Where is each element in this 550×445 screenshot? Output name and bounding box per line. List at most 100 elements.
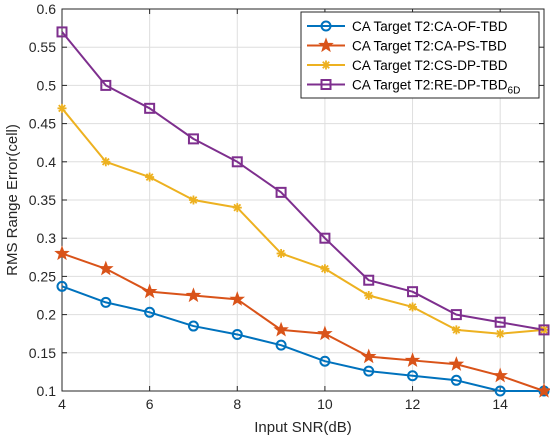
y-tick-label: 0.55: [29, 39, 56, 55]
data-point: [319, 232, 331, 244]
data-point: [229, 291, 246, 306]
y-tick-label: 0.2: [37, 307, 57, 323]
x-tick-label: 4: [58, 396, 66, 412]
data-point: [145, 172, 155, 182]
legend-label: CA Target T2:RE-DP-TBD6D: [352, 78, 520, 97]
data-point: [494, 385, 506, 397]
legend-marker: [320, 20, 332, 32]
data-point: [276, 248, 286, 258]
series-line: [61, 285, 544, 392]
data-point: [319, 355, 331, 367]
series-line: [61, 252, 545, 392]
legend-item: CA Target T2:CS-DP-TBD: [307, 58, 508, 73]
series-layer: [54, 26, 550, 398]
data-point: [494, 316, 506, 328]
x-tick-label: 14: [492, 396, 508, 412]
legend-item: CA Target T2:CA-OF-TBD: [307, 19, 508, 34]
data-point: [408, 302, 418, 312]
series-4: [56, 26, 550, 336]
data-point: [185, 287, 202, 303]
data-point: [100, 79, 112, 91]
data-point: [54, 245, 70, 261]
data-point: [407, 370, 419, 382]
series-3: [57, 103, 549, 339]
legend-label-text: CA Target T2:RE-DP-TBD: [352, 78, 508, 93]
data-point: [100, 296, 112, 308]
legend-label: CA Target T2:CA-OF-TBD: [352, 19, 508, 34]
data-point: [144, 306, 156, 318]
data-point: [364, 291, 374, 300]
asterisk-stroke: [101, 157, 110, 166]
data-point: [275, 186, 287, 198]
data-point: [360, 348, 377, 364]
x-axis-label: Input SNR(dB): [254, 419, 352, 436]
data-point: [492, 367, 508, 383]
data-point: [407, 286, 419, 298]
data-point: [536, 382, 550, 398]
legend-label: CA Target T2:CA-PS-TBD: [352, 39, 507, 54]
y-tick-label: 0.5: [37, 77, 57, 93]
data-point: [187, 133, 199, 145]
x-tick-label: 10: [317, 396, 333, 412]
x-tick-label: 6: [146, 396, 154, 412]
data-point: [101, 157, 111, 167]
series-line: [61, 31, 545, 331]
data-point: [448, 356, 465, 371]
data-point: [363, 274, 375, 286]
asterisk-stroke: [408, 303, 417, 311]
x-tick-label: 12: [405, 396, 421, 412]
data-point: [144, 102, 156, 114]
asterisk-stroke: [58, 104, 66, 113]
legend-label: CA Target T2:CS-DP-TBD: [352, 58, 508, 73]
legend-label-text: CA Target T2:CS-DP-TBD: [352, 58, 508, 73]
data-point: [320, 264, 330, 274]
asterisk-stroke: [189, 196, 198, 204]
y-axis-label: RMS Range Error(cell): [4, 124, 21, 276]
y-tick-label: 0.3: [37, 230, 57, 246]
legend-label-text: CA Target T2:CA-PS-TBD: [352, 39, 507, 54]
x-tick-label: 8: [233, 396, 241, 412]
legend-item: CA Target T2:RE-DP-TBD6D: [307, 78, 520, 97]
asterisk-stroke: [233, 203, 242, 212]
y-tick-label: 0.4: [37, 154, 57, 170]
data-point: [495, 329, 505, 339]
data-point: [56, 280, 68, 292]
axis-ticks: 4 6 8 10 12 14 0.1 0.15 0.2 0.25 0.3 0.35 0.4 0.45 0.5…: [29, 1, 544, 412]
data-point: [232, 203, 242, 213]
legend-label-text: CA Target T2:CA-OF-TBD: [352, 19, 508, 34]
data-point: [363, 365, 375, 377]
data-point: [231, 156, 243, 168]
data-point: [57, 103, 67, 113]
series-line: [61, 107, 545, 335]
legend-marker: [318, 37, 334, 53]
legend-item: CA Target T2:CA-PS-TBD: [307, 37, 507, 54]
data-point: [273, 321, 289, 337]
data-point: [450, 374, 462, 386]
data-point: [98, 260, 114, 276]
data-point: [187, 320, 199, 332]
legend: CA Target T2:CA-OF-TBD CA Target T2:CA-PS…: [300, 11, 540, 99]
data-point: [275, 339, 287, 351]
y-tick-label: 0.25: [29, 268, 56, 284]
data-point: [317, 325, 333, 341]
data-point: [404, 352, 421, 368]
legend-marker: [321, 60, 331, 70]
series-1: [56, 280, 550, 397]
asterisk-stroke: [452, 326, 461, 334]
asterisk-stroke: [321, 264, 329, 273]
asterisk-stroke: [277, 249, 285, 258]
legend-marker: [320, 79, 332, 90]
legend-label-subscript: 6D: [508, 86, 521, 97]
y-tick-label: 0.45: [29, 116, 56, 132]
asterisk-stroke: [496, 329, 505, 338]
data-point: [56, 26, 68, 38]
y-tick-label: 0.35: [29, 192, 56, 208]
data-point: [451, 325, 461, 335]
asterisk-stroke: [364, 291, 373, 300]
data-point: [141, 283, 158, 299]
y-tick-label: 0.1: [37, 383, 57, 399]
asterisk-stroke: [145, 173, 154, 181]
series-2: [54, 245, 550, 398]
